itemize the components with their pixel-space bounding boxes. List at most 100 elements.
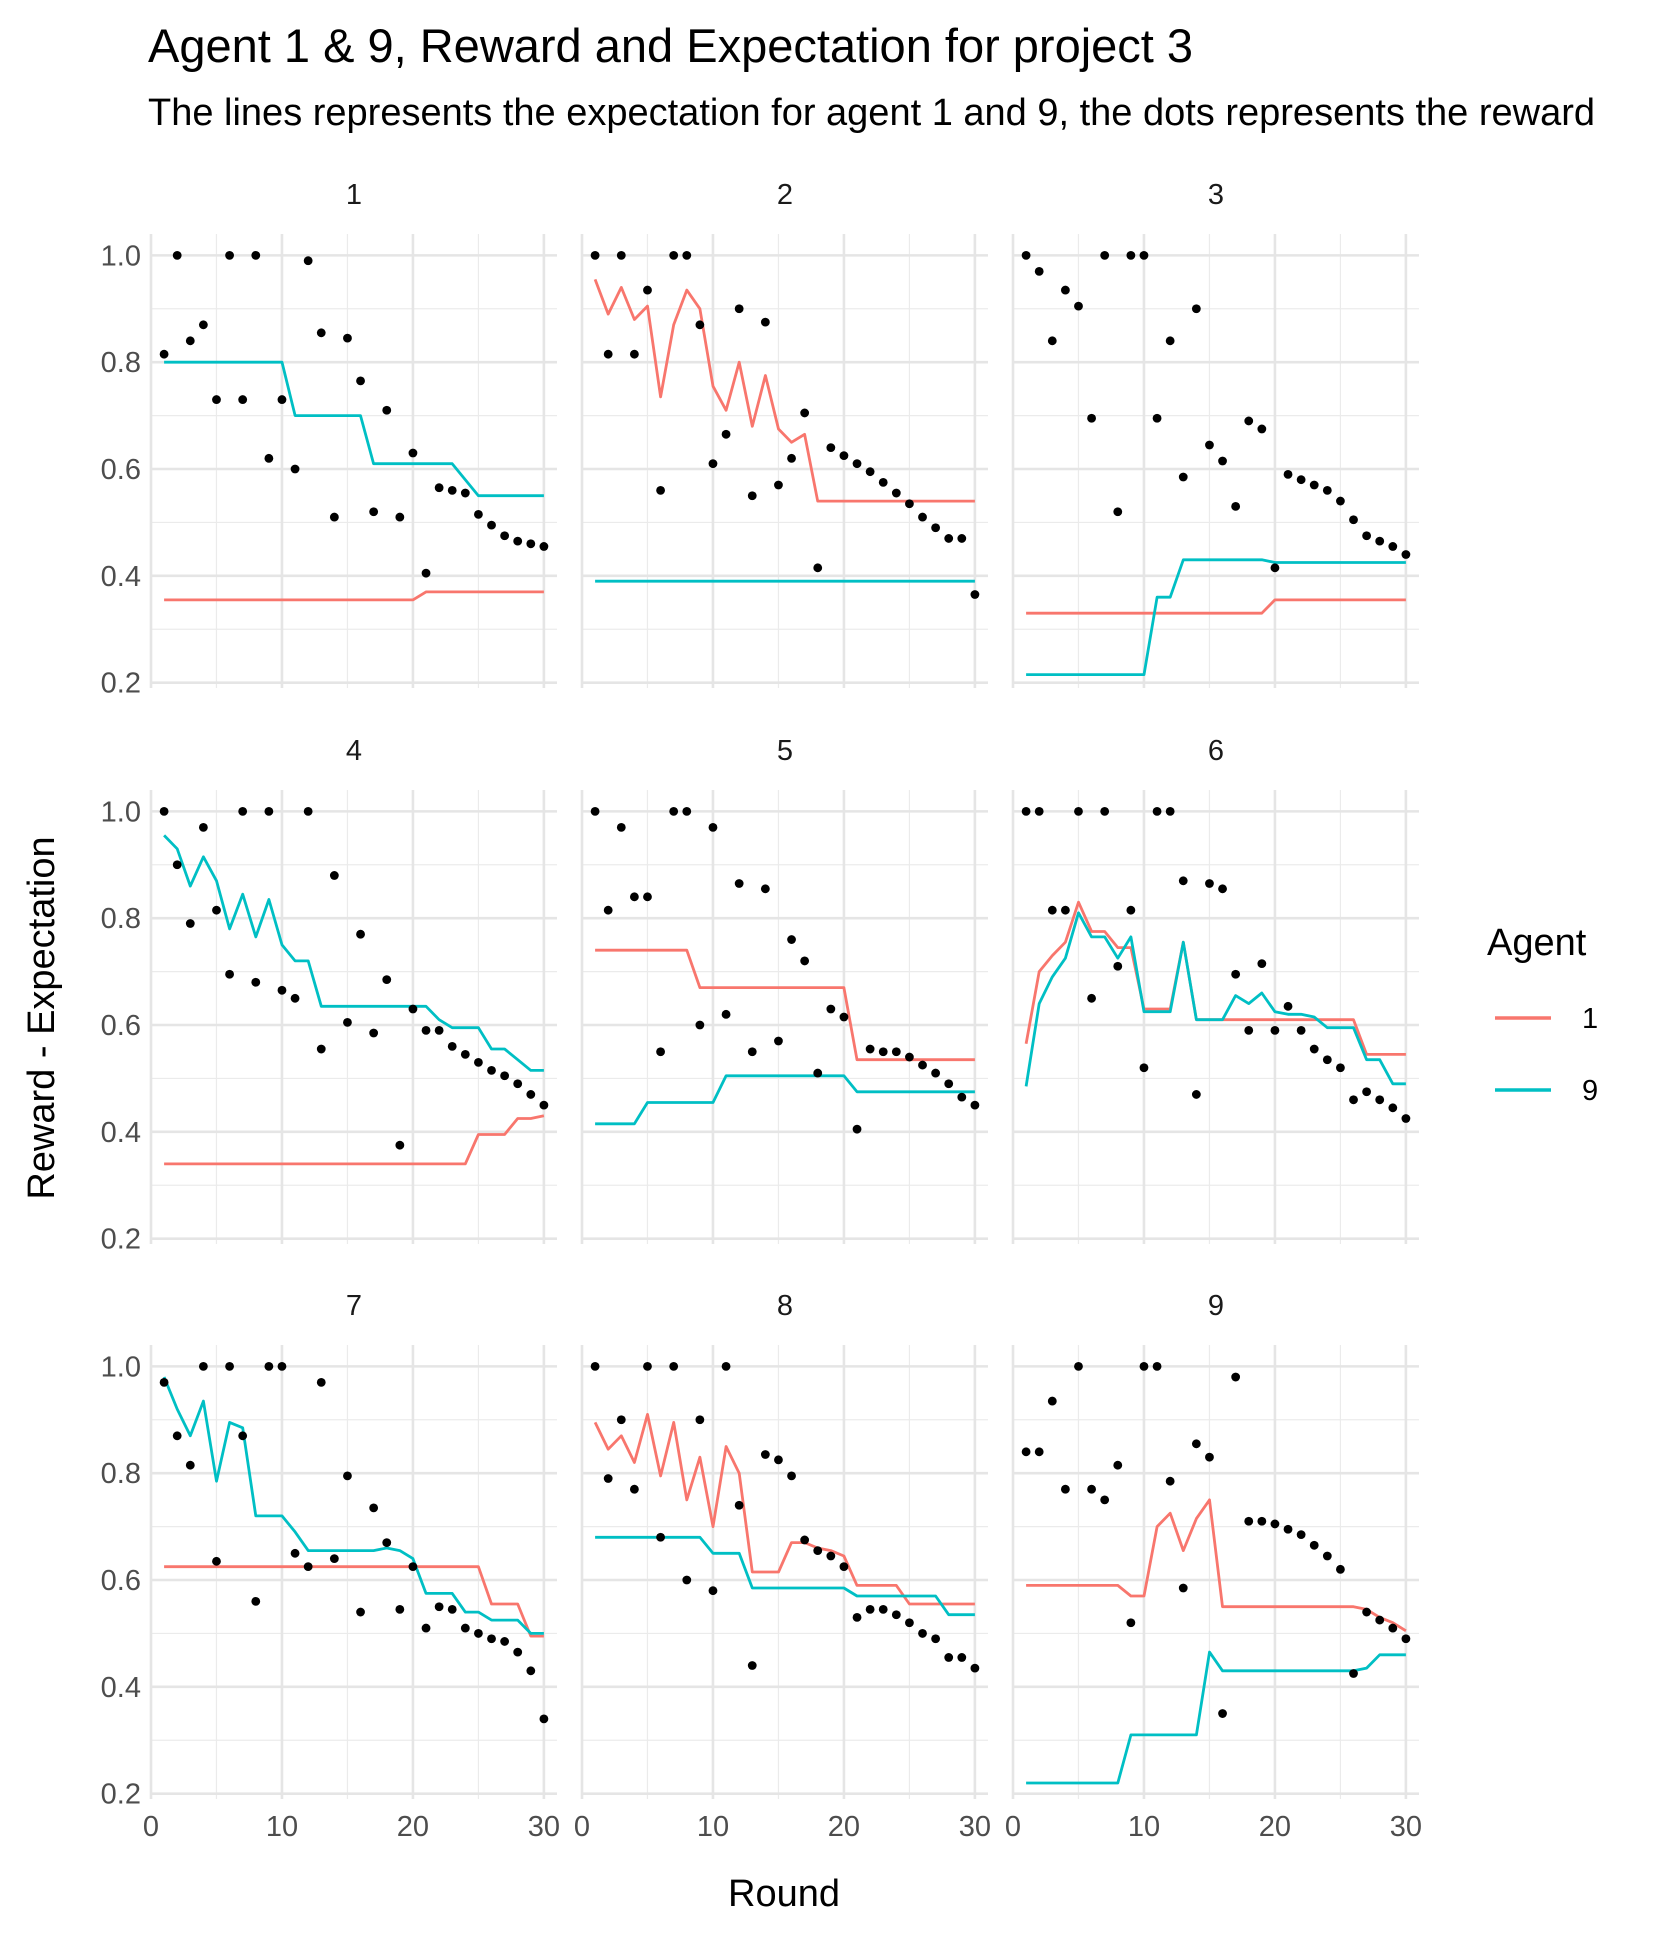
reward-point [787,453,796,463]
reward-point [1074,1361,1083,1371]
reward-point [460,1623,470,1633]
reward-point [1100,1495,1110,1505]
reward-point [526,1090,536,1099]
reward-point [1270,563,1280,573]
reward-point [395,512,405,522]
reward-point [734,1500,744,1510]
reward-point [800,408,810,418]
reward-point [800,1535,810,1545]
reward-point [1034,266,1044,276]
reward-point [1375,536,1385,546]
reward-point [290,464,300,474]
reward-point [1401,550,1411,559]
y-tick-label: 0.8 [101,1458,141,1490]
expectation-line-agent-1 [1026,598,1406,615]
reward-point [774,480,783,490]
reward-point [839,1012,849,1022]
reward-point [1231,969,1241,979]
reward-point [447,485,457,495]
reward-point [1322,1055,1332,1065]
reward-point [303,256,313,266]
reward-point [1349,1095,1358,1105]
reward-point [369,1503,379,1513]
reward-point [643,892,652,902]
expectation-line-agent-9 [1026,1650,1406,1785]
y-tick-label: 0.8 [101,347,141,379]
reward-point [695,1020,705,1030]
reward-point [290,1548,300,1558]
reward-point [1074,301,1083,311]
reward-point [277,1361,287,1371]
reward-point [238,1431,248,1441]
reward-point [826,1551,836,1561]
reward-point [316,328,326,338]
reward-point [905,499,914,509]
reward-point [1205,440,1214,450]
reward-point [316,1377,326,1387]
reward-point [1191,1090,1201,1099]
reward-point [603,349,613,359]
reward-point [329,871,339,880]
reward-point [185,336,195,346]
reward-point [1336,1564,1345,1574]
reward-point [408,1562,418,1572]
reward-point [1087,993,1096,1003]
reward-point [1257,424,1267,434]
reward-point [1060,285,1070,295]
y-tick-label: 1.0 [101,796,141,828]
reward-point [1100,250,1110,260]
reward-point [1205,1452,1214,1462]
reward-point [603,905,613,915]
reward-point [1218,456,1227,466]
chart-title: Agent 1 & 9, Reward and Expectation for … [148,19,1193,72]
reward-point [616,1415,626,1425]
reward-point [1388,1103,1398,1113]
reward-point [774,1036,783,1046]
reward-point [487,520,496,530]
reward-point [865,467,875,477]
expectation-line-agent-1 [164,1565,544,1638]
reward-point [1388,1623,1398,1633]
reward-point [1165,1476,1175,1486]
reward-point [277,985,287,995]
reward-point [513,1079,523,1089]
x-tick-label: 30 [1390,1811,1422,1843]
reward-point [669,250,679,260]
legend-label-agent-1: 1 [1582,1003,1598,1035]
reward-point [852,1613,862,1622]
reward-point [1218,884,1227,894]
reward-point [369,1028,379,1038]
reward-point [918,1060,927,1070]
reward-point [1388,542,1398,551]
reward-point [695,320,705,330]
x-tick-label: 20 [397,1811,429,1843]
reward-point [1231,1372,1241,1382]
reward-point [1270,1519,1280,1529]
facet-panel-5: 5 [580,735,988,1244]
reward-point [1060,1484,1070,1494]
x-tick-label: 20 [1259,1811,1291,1843]
reward-point [343,1017,352,1027]
reward-point [1152,806,1162,816]
x-tick-label: 0 [1005,1811,1021,1843]
chart-subtitle: The lines represents the expectation for… [148,92,1595,134]
reward-point [1126,1618,1136,1628]
reward-point [957,1092,967,1102]
reward-point [1139,250,1149,260]
reward-point [277,395,287,404]
reward-point [382,975,392,985]
reward-point [395,1604,405,1614]
reward-point [682,250,692,260]
reward-point [970,1663,980,1673]
reward-point [774,1455,783,1465]
facet-panels: 1 0.2 0.4 0.6 0.8 1.0 2 3 4 0.2 0.4 0.6 0.8 1.0 5 6 7 0.2… [101,179,1422,1843]
reward-point [891,1610,901,1620]
reward-point [1165,806,1175,816]
expectation-line-agent-1 [593,1413,975,1606]
reward-point [408,448,418,458]
reward-point [1362,531,1372,541]
reward-point [695,1415,705,1425]
reward-point [1349,515,1358,525]
y-tick-label: 0.2 [101,668,141,700]
